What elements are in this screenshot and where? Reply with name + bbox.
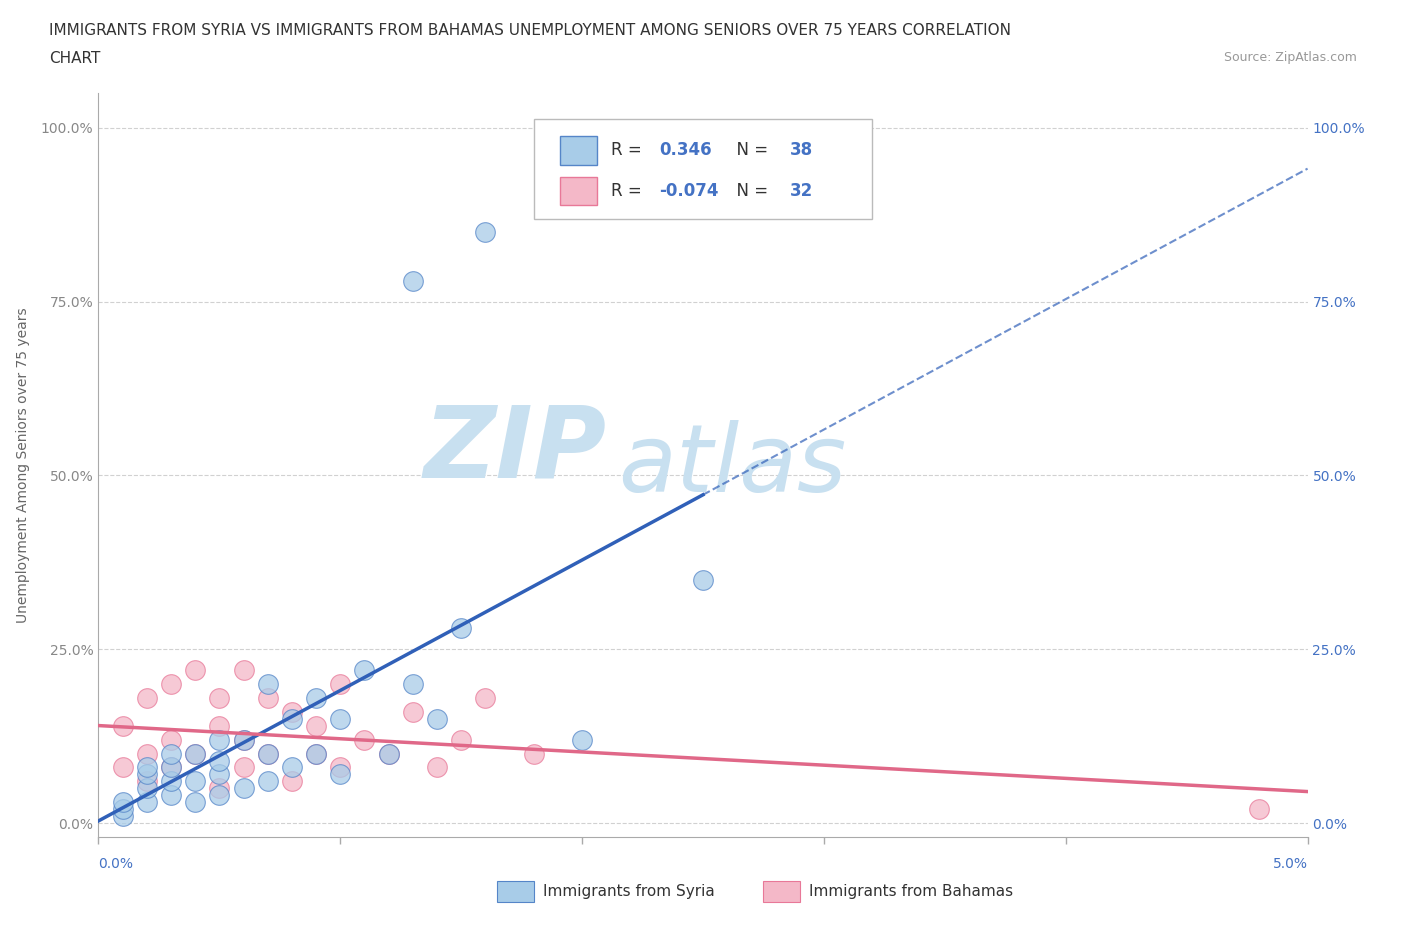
Point	[305, 746, 328, 761]
Text: 32: 32	[790, 181, 813, 200]
Point	[281, 711, 304, 726]
Point	[160, 732, 183, 747]
Text: ZIP: ZIP	[423, 402, 606, 498]
Point	[353, 663, 375, 678]
Point	[232, 781, 254, 796]
Point	[208, 767, 231, 782]
Point	[208, 690, 231, 705]
Text: 0.0%: 0.0%	[98, 857, 134, 870]
Point	[305, 746, 328, 761]
Point	[474, 225, 496, 240]
Point	[135, 781, 157, 796]
Text: Immigrants from Syria: Immigrants from Syria	[543, 884, 716, 898]
Point	[135, 795, 157, 810]
Y-axis label: Unemployment Among Seniors over 75 years: Unemployment Among Seniors over 75 years	[15, 307, 30, 623]
Point	[208, 718, 231, 733]
Point	[256, 746, 278, 761]
Point	[329, 760, 352, 775]
Text: R =: R =	[612, 181, 647, 200]
Point	[305, 718, 328, 733]
Point	[111, 718, 134, 733]
Point	[184, 663, 207, 678]
Text: R =: R =	[612, 141, 647, 159]
Point	[111, 795, 134, 810]
Point	[329, 677, 352, 692]
Point	[111, 760, 134, 775]
Point	[474, 690, 496, 705]
Point	[208, 788, 231, 803]
Point	[353, 732, 375, 747]
Point	[402, 273, 425, 288]
Point	[1249, 802, 1271, 817]
Point	[426, 760, 449, 775]
Point	[571, 732, 593, 747]
Point	[184, 746, 207, 761]
Point	[281, 760, 304, 775]
Point	[184, 795, 207, 810]
Point	[256, 677, 278, 692]
Point	[135, 760, 157, 775]
Point	[160, 760, 183, 775]
Point	[184, 774, 207, 789]
Point	[281, 774, 304, 789]
Point	[305, 690, 328, 705]
Text: 38: 38	[790, 141, 813, 159]
FancyBboxPatch shape	[534, 119, 872, 219]
Point	[160, 774, 183, 789]
Text: Source: ZipAtlas.com: Source: ZipAtlas.com	[1223, 51, 1357, 64]
Text: 5.0%: 5.0%	[1272, 857, 1308, 870]
FancyBboxPatch shape	[561, 177, 596, 205]
Point	[184, 746, 207, 761]
Point	[256, 774, 278, 789]
Point	[232, 663, 254, 678]
Point	[692, 572, 714, 587]
Point	[402, 677, 425, 692]
Point	[523, 746, 546, 761]
Point	[135, 746, 157, 761]
Text: 0.346: 0.346	[659, 141, 711, 159]
Text: CHART: CHART	[49, 51, 101, 66]
FancyBboxPatch shape	[561, 137, 596, 165]
Point	[450, 621, 472, 636]
Point	[377, 746, 399, 761]
Point	[232, 732, 254, 747]
Point	[329, 767, 352, 782]
Point	[160, 788, 183, 803]
Point	[377, 746, 399, 761]
Point	[426, 711, 449, 726]
FancyBboxPatch shape	[763, 881, 800, 902]
Text: atlas: atlas	[619, 419, 846, 511]
FancyBboxPatch shape	[498, 881, 534, 902]
Text: IMMIGRANTS FROM SYRIA VS IMMIGRANTS FROM BAHAMAS UNEMPLOYMENT AMONG SENIORS OVER: IMMIGRANTS FROM SYRIA VS IMMIGRANTS FROM…	[49, 23, 1011, 38]
Text: N =: N =	[725, 181, 773, 200]
Point	[160, 760, 183, 775]
Point	[135, 774, 157, 789]
Point	[160, 746, 183, 761]
Point	[208, 753, 231, 768]
Point	[232, 760, 254, 775]
Text: Immigrants from Bahamas: Immigrants from Bahamas	[810, 884, 1014, 898]
Point	[208, 732, 231, 747]
Point	[135, 690, 157, 705]
Point	[329, 711, 352, 726]
Point	[232, 732, 254, 747]
Point	[111, 802, 134, 817]
Point	[281, 704, 304, 719]
Point	[135, 767, 157, 782]
Text: N =: N =	[725, 141, 773, 159]
Point	[208, 781, 231, 796]
Point	[160, 677, 183, 692]
Text: -0.074: -0.074	[659, 181, 718, 200]
Point	[256, 746, 278, 761]
Point	[402, 704, 425, 719]
Point	[256, 690, 278, 705]
Point	[111, 809, 134, 824]
Point	[450, 732, 472, 747]
